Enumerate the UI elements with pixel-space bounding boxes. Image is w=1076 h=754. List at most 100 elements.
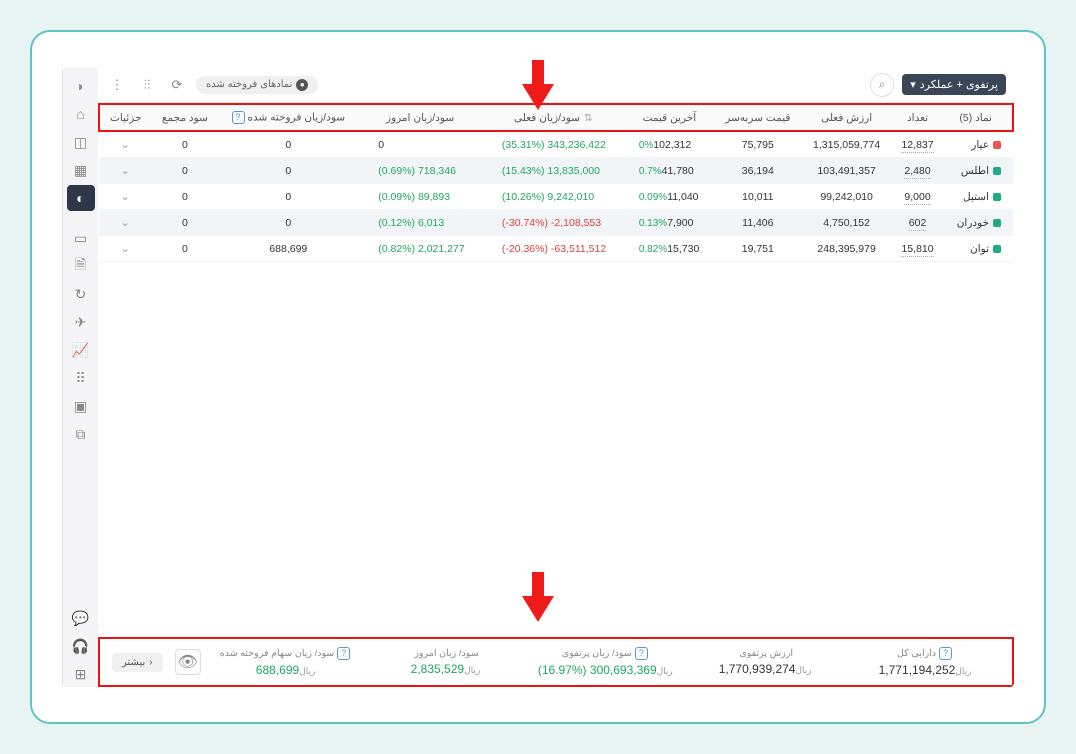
eye-icon: 👁	[177, 652, 197, 672]
search-button[interactable]: ⌕	[870, 73, 894, 97]
rail-widget-icon[interactable]: ◫	[67, 129, 95, 155]
price-cell: 0.7%41,780	[625, 158, 714, 184]
price-cell: 0.09%11,040	[625, 184, 714, 210]
count-cell: 12,837	[892, 131, 944, 158]
current-pl-cell: (-20.36%) -63,511,512	[482, 236, 625, 262]
today-pl-cell: (0.09%) 89,893	[358, 184, 482, 210]
sold-pl-value: ریال688,699	[213, 663, 361, 677]
rail-apps-icon[interactable]: ⠿	[67, 365, 95, 391]
expand-row-icon[interactable]: ⌄	[99, 131, 151, 158]
highlight-arrow-bottom	[518, 572, 558, 622]
rail-send-icon[interactable]: ✈	[67, 309, 95, 335]
table-row[interactable]: اطلس2,480103,491,35736,1940.7%41,780(15.…	[99, 158, 1013, 184]
price-cell: 0%102,312	[625, 131, 714, 158]
value-cell: 103,491,357	[802, 158, 892, 184]
portfolio-table: نماد (5) تعداد ارزش فعلی قیمت سربه‌سر آخ…	[98, 103, 1014, 637]
value-cell: 1,315,059,774	[802, 131, 892, 158]
rail-grid-icon[interactable]: ▦	[67, 157, 95, 183]
refresh-icon[interactable]: ⟳	[166, 74, 188, 96]
rail-chart-icon[interactable]: 📈	[67, 337, 95, 363]
rail-history-icon[interactable]: ↻	[67, 281, 95, 307]
chevron-down-icon: ▾	[910, 78, 916, 91]
rail-more-icon[interactable]: ⊞	[67, 661, 95, 687]
portfolio-button[interactable]: پرتفوی + عملکرد ▾	[902, 74, 1006, 95]
visibility-toggle[interactable]: 👁	[175, 649, 201, 675]
sold-symbols-chip[interactable]: ● نمادهای فروخته شده	[196, 76, 318, 94]
today-pl-cell: (0.82%) 2,021,277	[358, 236, 482, 262]
breakeven-cell: 75,795	[714, 131, 802, 158]
rail-box-icon[interactable]: ▣	[67, 393, 95, 419]
breakeven-cell: 11,406	[714, 210, 802, 236]
expand-row-icon[interactable]: ⌄	[99, 158, 151, 184]
count-cell: 602	[892, 210, 944, 236]
total-assets-value: ریال1,771,194,252	[852, 663, 1000, 677]
today-pl-cell: (0.69%) 718,346	[358, 158, 482, 184]
rail-card-icon[interactable]: ▭	[67, 225, 95, 251]
rail-chat-icon[interactable]: 💬	[67, 605, 95, 631]
col-today-pl[interactable]: سود/زیان امروز	[358, 104, 482, 131]
symbol-cell: توان	[944, 236, 1013, 262]
col-sold-pl[interactable]: سود/زیان فروخته شده?	[218, 104, 358, 131]
table-row[interactable]: توان15,810248,395,97919,7510.82%15,730(-…	[99, 236, 1013, 262]
col-symbol[interactable]: نماد (5)	[944, 104, 1013, 131]
assembly-cell: 0	[151, 210, 218, 236]
footer-summary: ?دارایی کل ریال1,771,194,252 ارزش پرتفوی…	[98, 637, 1014, 687]
count-cell: 2,480	[892, 158, 944, 184]
portfolio-value: ریال1,770,939,274	[692, 662, 840, 676]
col-breakeven[interactable]: قیمت سربه‌سر	[714, 104, 802, 131]
info-icon: ?	[939, 647, 952, 660]
info-icon: ?	[337, 647, 350, 660]
rail-copy-icon[interactable]: ⧉	[67, 421, 95, 447]
table-row[interactable]: استیل9,00099,242,01010,0110.09%11,040(10…	[99, 184, 1013, 210]
search-icon: ⌕	[879, 77, 886, 92]
symbol-cell: اطلس	[944, 158, 1013, 184]
rail-logo-icon[interactable]: ◗	[67, 73, 95, 99]
info-icon: ?	[635, 647, 648, 660]
more-button[interactable]: ‹بیشتر	[112, 653, 163, 672]
sort-icon: ⇅	[584, 112, 593, 124]
breakeven-cell: 19,751	[714, 236, 802, 262]
assembly-cell: 0	[151, 131, 218, 158]
info-icon: ?	[232, 111, 245, 124]
sold-pl-cell: 0	[218, 210, 358, 236]
current-pl-cell: (-30.74%) -2,108,553	[482, 210, 625, 236]
col-last-price[interactable]: آخرین قیمت	[625, 104, 714, 131]
value-cell: 99,242,010	[802, 184, 892, 210]
sold-pl-cell: 0	[218, 184, 358, 210]
count-cell: 15,810	[892, 236, 944, 262]
table-row[interactable]: خودران6024,750,15211,4060.13%7,900(-30.7…	[99, 210, 1013, 236]
portfolio-value-label: ارزش پرتفوی	[692, 648, 840, 659]
highlight-arrow-top	[518, 60, 558, 110]
col-assembly[interactable]: سود مجمع	[151, 104, 218, 131]
rail-portfolio-icon[interactable]: ◐	[67, 185, 95, 211]
chevron-left-icon: ‹	[149, 657, 152, 668]
chip-dot-icon: ●	[296, 79, 308, 91]
portfolio-label: پرتفوی + عملکرد	[920, 78, 998, 91]
rail-support-icon[interactable]: 🎧	[67, 633, 95, 659]
rail-home-icon[interactable]: ⌂	[67, 101, 95, 127]
expand-row-icon[interactable]: ⌄	[99, 210, 151, 236]
symbol-cell: استیل	[944, 184, 1013, 210]
rail-doc-icon[interactable]: 🗎	[67, 253, 95, 279]
symbol-cell: عیار	[944, 131, 1013, 158]
breakeven-cell: 10,011	[714, 184, 802, 210]
current-pl-cell: (10.26%) 9,242,010	[482, 184, 625, 210]
menu-icon[interactable]: ⋮	[106, 74, 128, 96]
today-pl-label: سود/ زیان امروز	[373, 648, 521, 659]
col-value[interactable]: ارزش فعلی	[802, 104, 892, 131]
sold-pl-label: ?سود/ زیان سهام فروخته شده	[213, 647, 361, 660]
price-cell: 0.13%7,900	[625, 210, 714, 236]
table-row[interactable]: عیار12,8371,315,059,77475,7950%102,312(3…	[99, 131, 1013, 158]
expand-row-icon[interactable]: ⌄	[99, 236, 151, 262]
current-pl-cell: (15.43%) 13,835,000	[482, 158, 625, 184]
col-details[interactable]: جزئیات	[99, 104, 151, 131]
total-assets-label: ?دارایی کل	[852, 647, 1000, 660]
sold-pl-cell: 0	[218, 131, 358, 158]
col-count[interactable]: تعداد	[892, 104, 944, 131]
value-cell: 248,395,979	[802, 236, 892, 262]
portfolio-pl-label: ?سود/ زیان پرتفوی	[532, 647, 680, 660]
symbol-cell: خودران	[944, 210, 1013, 236]
sold-chip-label: نمادهای فروخته شده	[206, 79, 292, 90]
filter-icon[interactable]: ⫶⫶	[136, 74, 158, 96]
expand-row-icon[interactable]: ⌄	[99, 184, 151, 210]
